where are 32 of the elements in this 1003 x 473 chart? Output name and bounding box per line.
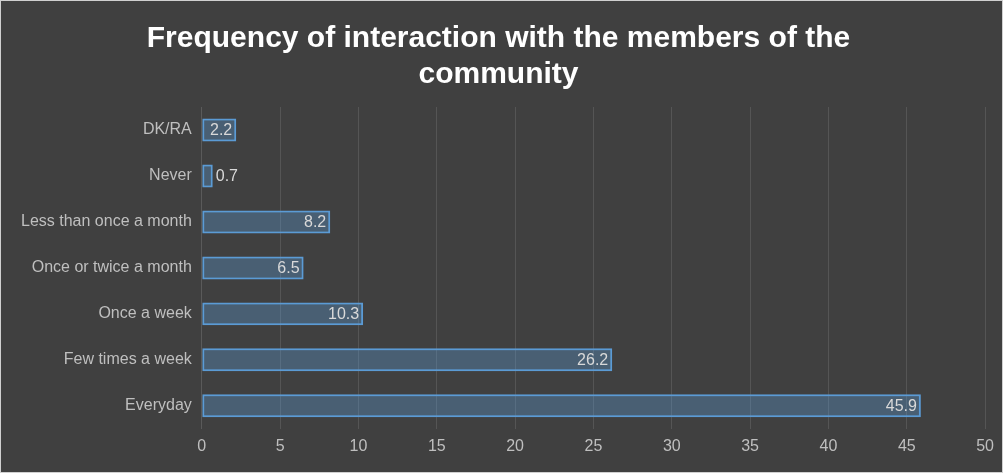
y-tick-label: DK/RA: [142, 120, 193, 138]
x-tick-label: 40: [819, 436, 838, 454]
x-tick-label: 0: [197, 436, 207, 454]
x-tick-label: 15: [427, 436, 446, 454]
y-tick-label: Once a week: [98, 304, 193, 322]
x-tick-label: 50: [976, 436, 995, 454]
y-tick-label: Less than once a month: [21, 212, 192, 230]
data-label: 45.9: [885, 397, 917, 415]
y-tick-label: Once or twice a month: [31, 258, 192, 276]
bar: [202, 302, 364, 326]
data-label: 10.3: [328, 305, 360, 323]
x-tick-label: 30: [662, 436, 681, 454]
x-tick-label: 5: [275, 436, 285, 454]
x-tick-label: 20: [506, 436, 525, 454]
x-tick-label: 25: [584, 436, 603, 454]
bar: [202, 256, 304, 280]
x-tick-label: 35: [741, 436, 760, 454]
y-tick-label: Everyday: [125, 396, 192, 414]
bar: [202, 394, 921, 418]
data-label: 2.2: [210, 121, 233, 139]
x-tick-label: 45: [897, 436, 916, 454]
bar: [202, 164, 213, 188]
data-label: 26.2: [577, 351, 609, 369]
data-label: 6.5: [277, 259, 300, 277]
y-tick-label: Never: [149, 166, 193, 184]
x-tick-label: 10: [349, 436, 368, 454]
bar: [202, 348, 613, 372]
bar: [202, 210, 331, 234]
data-label: 0.7: [215, 167, 239, 185]
data-label: 8.2: [304, 213, 327, 231]
chart-title: Frequency of interaction with the members of the community: [146, 20, 851, 90]
y-tick-label: Few times a week: [63, 350, 193, 368]
